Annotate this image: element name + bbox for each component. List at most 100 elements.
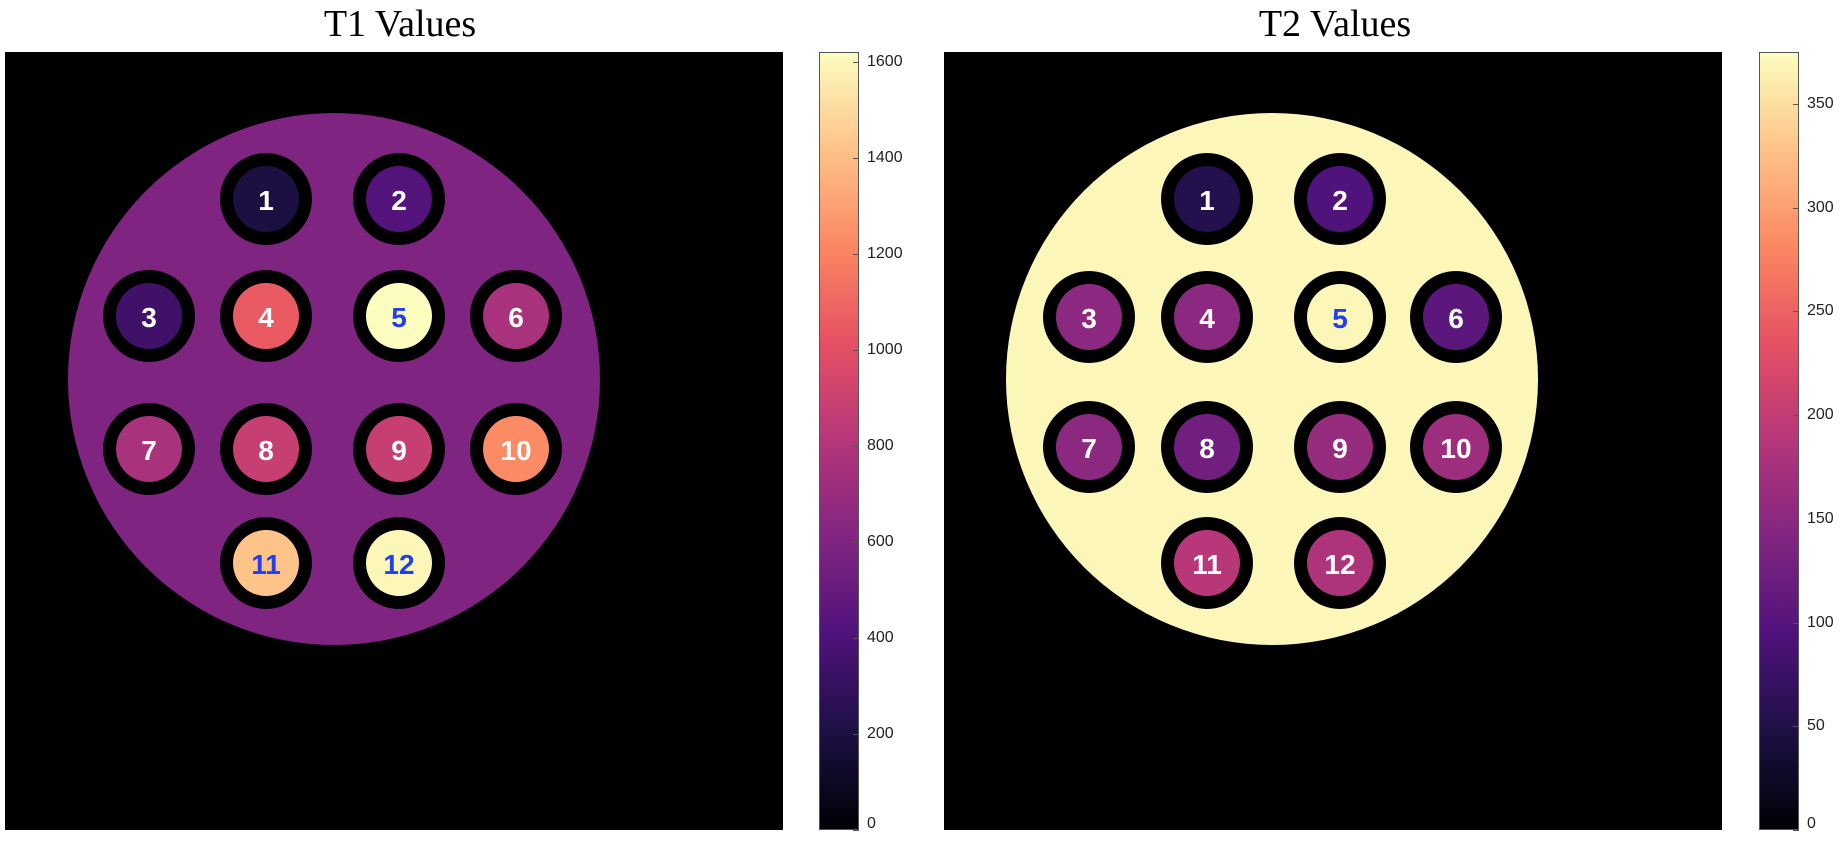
sphere-label: 1 xyxy=(258,185,274,216)
sphere-fill xyxy=(1174,414,1240,480)
sphere-4: 4 xyxy=(220,270,312,362)
sphere-1: 1 xyxy=(1161,153,1253,245)
sphere-10: 10 xyxy=(1410,401,1502,493)
sphere-label: 10 xyxy=(500,435,531,466)
sphere-fill xyxy=(366,283,432,349)
colorbar-tick-label: 150 xyxy=(1807,509,1834,527)
sphere-fill xyxy=(1307,166,1373,232)
sphere-8: 8 xyxy=(220,403,312,495)
sphere-6: 6 xyxy=(1410,271,1502,363)
colorbar-tick-mark xyxy=(1793,311,1799,313)
sphere-11: 11 xyxy=(220,517,312,609)
colorbar-tick-label: 200 xyxy=(867,724,894,742)
t2-title: T2 Values xyxy=(1258,3,1412,45)
sphere-fill xyxy=(366,166,432,232)
sphere-label: 12 xyxy=(383,549,414,580)
colorbar-tick-label: 100 xyxy=(1807,613,1834,631)
sphere-label: 3 xyxy=(141,302,157,333)
sphere-label: 11 xyxy=(1192,549,1222,580)
sphere-6: 6 xyxy=(470,270,562,362)
sphere-label: 5 xyxy=(1332,303,1348,334)
colorbar-tick-mark xyxy=(853,733,859,735)
sphere-label: 8 xyxy=(1199,433,1215,464)
sphere-label: 2 xyxy=(391,185,407,216)
sphere-fill xyxy=(116,283,182,349)
sphere-label: 2 xyxy=(1332,185,1348,216)
t1-colorbar xyxy=(819,52,859,830)
colorbar-tick-mark xyxy=(853,349,859,351)
sphere-12: 12 xyxy=(1294,517,1386,609)
sphere-label: 4 xyxy=(1199,303,1215,334)
t1-title: T1 Values xyxy=(323,3,477,45)
colorbar-tick-label: 350 xyxy=(1807,94,1834,112)
colorbar-tick-label: 800 xyxy=(867,436,894,454)
sphere-9: 9 xyxy=(353,403,445,495)
colorbar-tick-label: 300 xyxy=(1807,198,1834,216)
colorbar-tick-label: 50 xyxy=(1807,717,1825,735)
sphere-fill xyxy=(366,416,432,482)
sphere-fill xyxy=(1056,284,1122,350)
sphere-8: 8 xyxy=(1161,401,1253,493)
sphere-2: 2 xyxy=(1294,153,1386,245)
sphere-fill xyxy=(116,416,182,482)
sphere-fill xyxy=(233,530,299,596)
sphere-fill xyxy=(1423,414,1489,480)
colorbar-tick-mark xyxy=(1793,830,1799,831)
colorbar-tick-mark xyxy=(1793,103,1799,105)
sphere-label: 1 xyxy=(1199,185,1215,216)
sphere-7: 7 xyxy=(1043,401,1135,493)
sphere-label: 3 xyxy=(1081,303,1097,334)
colorbar-tick-mark xyxy=(853,541,859,543)
sphere-label: 9 xyxy=(391,435,407,466)
sphere-5: 5 xyxy=(1294,271,1386,363)
colorbar-tick-mark xyxy=(853,637,859,639)
sphere-fill xyxy=(1307,414,1373,480)
sphere-9: 9 xyxy=(1294,401,1386,493)
sphere-fill xyxy=(1174,284,1240,350)
phantom-disc xyxy=(68,113,600,645)
sphere-7: 7 xyxy=(103,403,195,495)
sphere-fill xyxy=(1423,284,1489,350)
sphere-4: 4 xyxy=(1161,271,1253,363)
sphere-12: 12 xyxy=(353,517,445,609)
sphere-label: 6 xyxy=(1448,303,1464,334)
sphere-5: 5 xyxy=(353,270,445,362)
sphere-fill xyxy=(483,283,549,349)
colorbar-tick-mark xyxy=(1793,207,1799,209)
sphere-label: 10 xyxy=(1440,433,1471,464)
sphere-fill xyxy=(1056,414,1122,480)
t1-map: 1 2 3 4 5 6 7 8 9 10 11 12 xyxy=(5,52,783,830)
t2-map: 1 2 3 4 5 6 7 8 9 10 11 12 xyxy=(944,52,1722,830)
colorbar-tick-label: 1600 xyxy=(867,52,903,70)
sphere-label: 7 xyxy=(1081,433,1097,464)
sphere-fill xyxy=(233,166,299,232)
sphere-fill xyxy=(1174,530,1240,596)
colorbar-tick-mark xyxy=(1793,415,1799,417)
colorbar-tick-mark xyxy=(1793,622,1799,624)
colorbar-tick-label: 0 xyxy=(1807,815,1816,832)
colorbar-tick-mark xyxy=(853,61,859,63)
sphere-label: 11 xyxy=(251,549,281,580)
colorbar-tick-label: 250 xyxy=(1807,302,1834,320)
sphere-fill xyxy=(1174,166,1240,232)
phantom-disc xyxy=(1006,113,1538,645)
colorbar-tick-mark xyxy=(853,445,859,447)
sphere-label: 8 xyxy=(258,435,274,466)
sphere-label: 5 xyxy=(391,302,407,333)
sphere-fill xyxy=(1307,284,1373,350)
colorbar-tick-label: 200 xyxy=(1807,406,1834,424)
colorbar-tick-mark xyxy=(853,157,859,159)
colorbar-tick-label: 1000 xyxy=(867,340,903,358)
sphere-label: 6 xyxy=(508,302,524,333)
sphere-3: 3 xyxy=(103,270,195,362)
sphere-label: 12 xyxy=(1324,549,1355,580)
colorbar-tick-mark xyxy=(1793,726,1799,728)
colorbar-tick-mark xyxy=(853,830,859,831)
colorbar-tick-label: 600 xyxy=(867,532,894,550)
sphere-11: 11 xyxy=(1161,517,1253,609)
colorbar-tick-label: 400 xyxy=(867,628,894,646)
sphere-label: 4 xyxy=(258,302,274,333)
t2-colorbar xyxy=(1759,52,1799,830)
